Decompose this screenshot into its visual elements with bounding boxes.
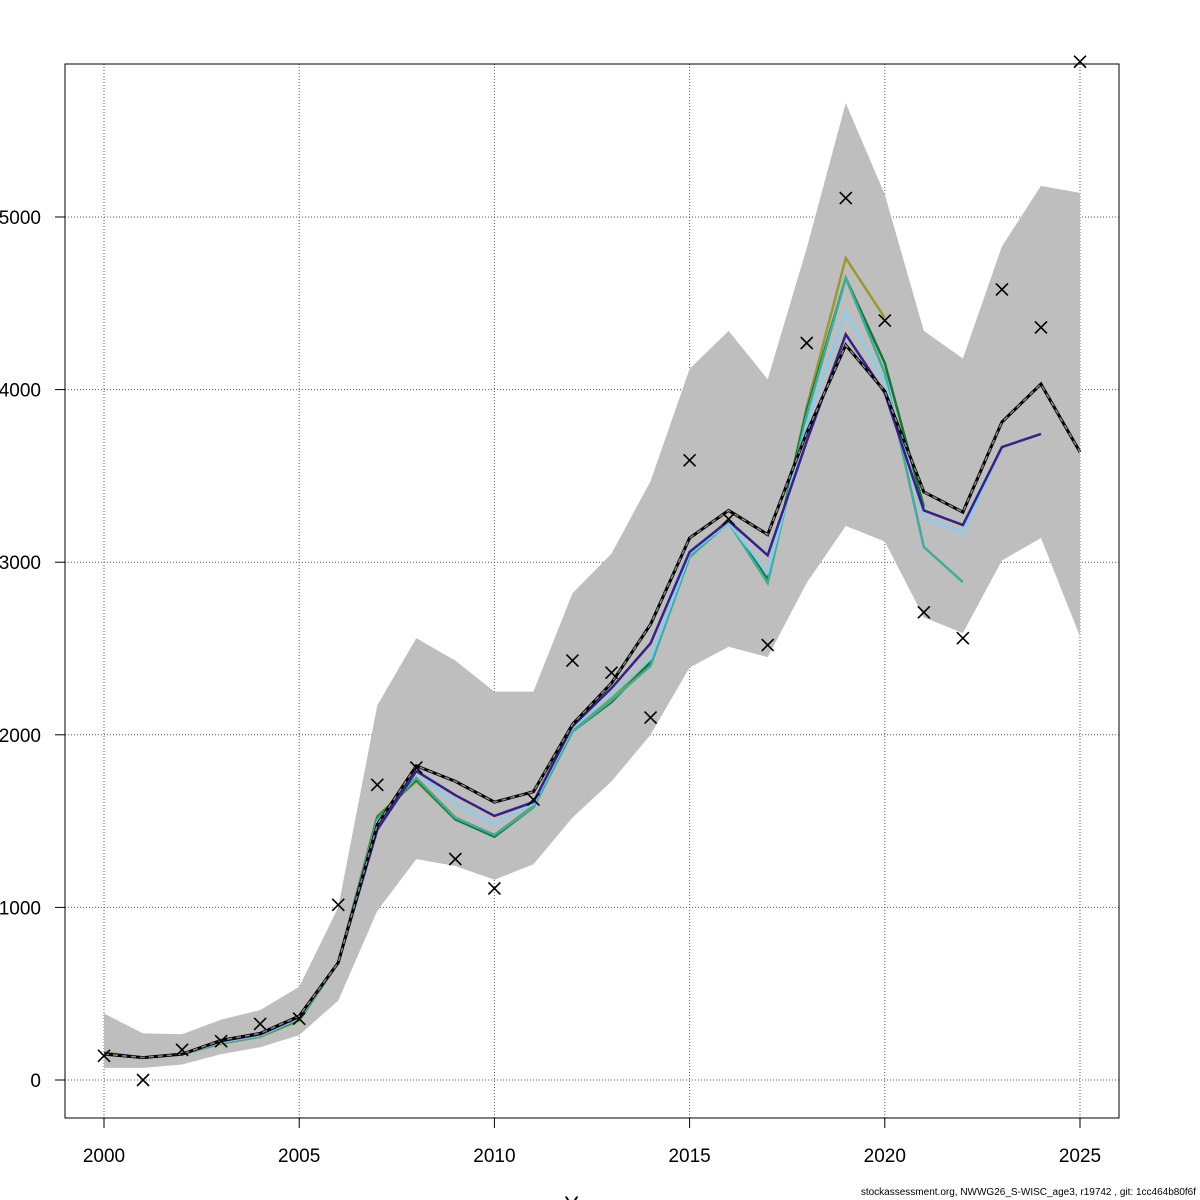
observation-marker	[448, 852, 462, 866]
x-axis: 2000 2005 2010 2015 2020 2025	[83, 1118, 1101, 1167]
observation-marker	[409, 761, 423, 775]
y-tick-label: 2000	[0, 726, 41, 747]
observation-marker	[683, 453, 697, 467]
observation-marker	[995, 282, 1009, 297]
x-axis-label: Years	[564, 1192, 619, 1200]
observation-marker	[956, 631, 970, 645]
confidence-band	[104, 103, 1080, 1068]
observation-marker	[136, 1073, 150, 1087]
x-tick-label: 2015	[668, 1146, 710, 1167]
observation-marker	[839, 191, 853, 205]
observation-marker	[214, 1034, 228, 1048]
observation-marker	[800, 336, 814, 350]
observation-marker	[526, 792, 541, 807]
observation-marker	[1073, 55, 1087, 69]
x-tick-label: 2020	[864, 1146, 906, 1167]
series-lines	[103, 255, 1082, 1060]
y-axis: 0 1000 2000 3000 4000 5000	[0, 208, 65, 1092]
x-tick-label: 2010	[473, 1146, 515, 1167]
y-tick-label: 4000	[0, 381, 41, 402]
y-tick-label: 3000	[0, 553, 41, 574]
observation-marker	[1034, 320, 1048, 335]
x-tick-label: 2025	[1059, 1146, 1101, 1167]
footer-credit: stockassessment.org, NWWG26_S-WISC_age3,…	[860, 1187, 1196, 1198]
observation-marker	[917, 605, 931, 619]
confidence-band-area	[104, 103, 1080, 1068]
y-tick-label: 0	[30, 1071, 41, 1092]
x-tick-label: 2005	[278, 1146, 320, 1167]
observation-marker	[253, 1017, 267, 1031]
observation-marker	[604, 666, 619, 680]
observation-marker	[487, 881, 501, 895]
y-tick-label: 5000	[0, 208, 41, 229]
estimate-line-dash	[103, 343, 1081, 1059]
observation-marker	[97, 1049, 111, 1063]
observation-marker	[761, 638, 775, 652]
x-tick-label: 2000	[83, 1146, 125, 1167]
observation-marker	[331, 898, 345, 912]
observation-marker	[175, 1043, 189, 1057]
plot-frame	[64, 63, 1120, 1119]
observation-marker	[565, 654, 580, 668]
observation-marker	[370, 778, 384, 792]
observation-marker	[643, 710, 658, 725]
observation-points	[97, 55, 1087, 1087]
y-tick-label: 1000	[0, 898, 41, 919]
observation-marker	[722, 512, 736, 526]
observation-marker	[878, 313, 892, 328]
observation-marker	[292, 1012, 306, 1026]
